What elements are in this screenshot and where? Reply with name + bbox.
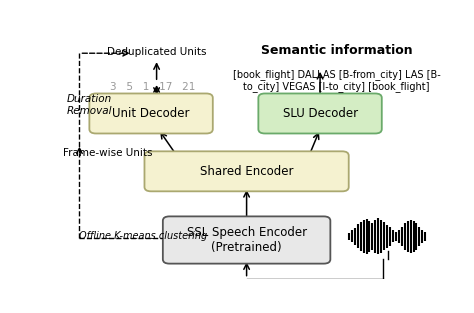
Text: SLU Decoder: SLU Decoder xyxy=(283,107,357,120)
Text: [book_flight] DALLAS [B-from_city] LAS [B-
to_city] VEGAS [I-to_city] [book_flig: [book_flight] DALLAS [B-from_city] LAS [… xyxy=(233,69,440,92)
Text: Frame-wise Units: Frame-wise Units xyxy=(63,148,153,158)
Text: Shared Encoder: Shared Encoder xyxy=(200,165,293,178)
FancyBboxPatch shape xyxy=(145,151,349,191)
Text: Semantic information: Semantic information xyxy=(261,44,412,57)
Text: 3   5   1   17   21: 3 5 1 17 21 xyxy=(110,82,196,92)
Text: Offline K-means clustering: Offline K-means clustering xyxy=(80,231,208,241)
Text: Duration
Removal: Duration Removal xyxy=(66,94,112,116)
FancyBboxPatch shape xyxy=(163,216,330,264)
FancyBboxPatch shape xyxy=(90,94,213,133)
Text: SSL Speech Encoder
(Pretrained): SSL Speech Encoder (Pretrained) xyxy=(187,226,307,254)
FancyBboxPatch shape xyxy=(258,94,382,133)
Text: Deduplicated Units: Deduplicated Units xyxy=(107,47,206,57)
Text: Unit Decoder: Unit Decoder xyxy=(112,107,190,120)
